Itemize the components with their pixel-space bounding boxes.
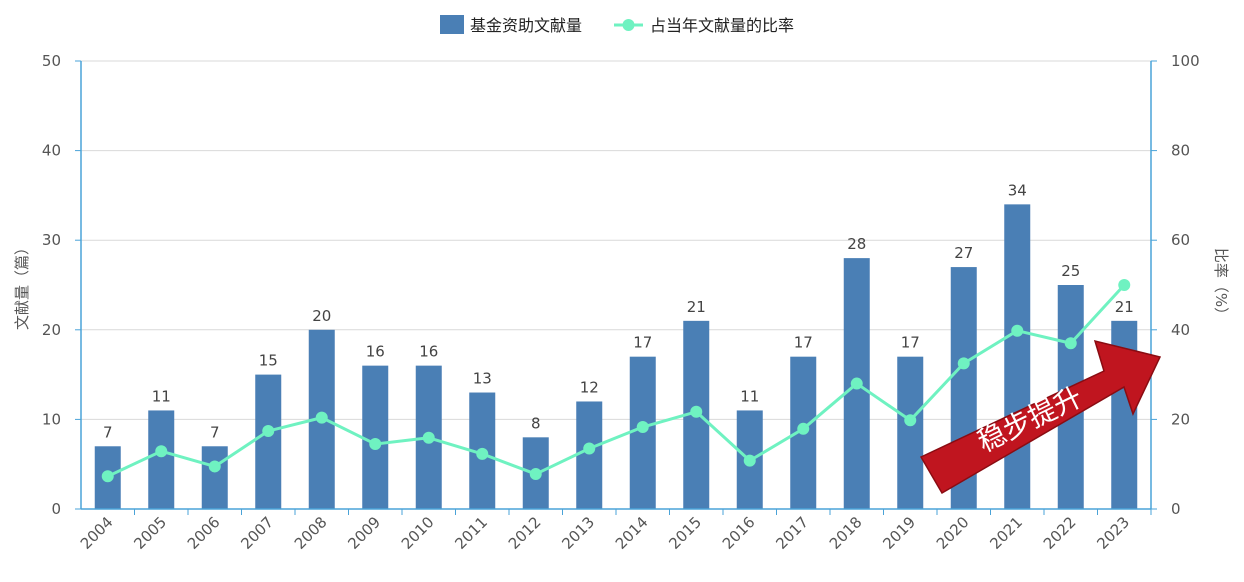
bar [255, 374, 282, 509]
bar [362, 365, 389, 509]
bar [148, 410, 175, 509]
x-tick-label: 2021 [986, 513, 1026, 553]
ratio-point [208, 460, 221, 473]
trend-arrow-shape [919, 339, 1162, 495]
x-tick-label: 2022 [1040, 513, 1080, 553]
bar-value-label: 17 [794, 334, 813, 352]
y2-tick-label: 40 [1171, 321, 1190, 339]
y2-axis-title: 比率（%） [1212, 248, 1230, 322]
x-tick-label: 2019 [879, 513, 919, 553]
x-tick-label: 2009 [344, 513, 384, 553]
bar [576, 401, 603, 509]
x-tick-label: 2011 [451, 513, 491, 553]
legend: 基金资助文献量 占当年文献量的比率 [440, 15, 794, 35]
bar-value-label: 34 [1008, 181, 1027, 199]
ratio-point [583, 442, 596, 455]
bar-value-label: 25 [1061, 262, 1080, 280]
legend-line-label: 占当年文献量的比率 [650, 16, 794, 35]
y-tick-label: 0 [51, 500, 61, 518]
data-labels: 7 11 7 15 20 16 16 13 8 12 17 21 11 17 28 17 27 34 25 21 [103, 181, 1134, 441]
bar-value-label: 27 [954, 244, 973, 262]
bar-value-label: 17 [633, 334, 652, 352]
y-tick-label: 50 [42, 52, 61, 70]
bar-value-label: 7 [103, 423, 113, 441]
ratio-point [636, 421, 649, 434]
x-tick-label: 2004 [77, 513, 117, 553]
x-tick-label: 2023 [1093, 513, 1133, 553]
y2-tick-label: 0 [1171, 500, 1181, 518]
x-tick-label: 2020 [933, 513, 973, 553]
bar-value-label: 15 [259, 352, 278, 370]
ratio-point [1011, 324, 1024, 337]
bar [1004, 204, 1031, 510]
ratio-point [957, 357, 970, 370]
x-tick-label: 2012 [505, 513, 545, 553]
bar-value-label: 16 [419, 343, 438, 361]
bar-value-label: 12 [580, 378, 599, 396]
line-series [101, 279, 1131, 483]
y-axis-title: 文献量（篇） [13, 240, 31, 330]
ratio-point [1118, 279, 1131, 291]
ratio-point [315, 411, 328, 424]
bar-value-label: 11 [152, 387, 171, 405]
bar-value-label: 28 [847, 235, 866, 253]
y2-tick-label: 80 [1171, 142, 1190, 160]
legend-bar-label: 基金资助文献量 [470, 16, 582, 35]
bar-value-label: 7 [210, 423, 220, 441]
y2-tick-label: 20 [1171, 410, 1190, 428]
ratio-line [107, 283, 1126, 478]
ratio-point [690, 405, 703, 418]
bar-value-label: 20 [312, 307, 331, 325]
x-tick-label: 2013 [558, 513, 598, 553]
y-tick-label: 40 [42, 142, 61, 160]
x-tick-label: 2014 [612, 513, 652, 553]
axes [75, 60, 1157, 515]
legend-bar-swatch [440, 15, 464, 34]
ratio-point [797, 422, 810, 435]
bar-value-label: 21 [687, 298, 706, 316]
x-tick-label: 2006 [184, 513, 224, 553]
bar-value-label: 16 [366, 343, 385, 361]
y2-tick-label: 100 [1171, 52, 1200, 70]
y-tick-label: 10 [42, 410, 61, 428]
bar [897, 356, 924, 509]
x-tick-label: 2018 [826, 513, 866, 553]
x-tick-label: 2008 [291, 513, 331, 553]
ratio-point [476, 447, 489, 460]
legend-line-marker [622, 19, 635, 31]
x-tick-label: 2007 [237, 513, 277, 553]
ratio-point [155, 445, 168, 458]
ratio-point [262, 425, 275, 438]
ratio-point [422, 431, 435, 444]
x-tick-label: 2010 [398, 513, 438, 553]
ratio-point [101, 470, 114, 483]
bar-value-label: 8 [531, 414, 541, 432]
ratio-point [1064, 337, 1077, 350]
ratio-point [850, 377, 863, 390]
y-tick-label: 30 [42, 231, 61, 249]
x-tick-label: 2015 [665, 513, 705, 553]
y-tick-label: 20 [42, 321, 61, 339]
ratio-point [369, 438, 382, 451]
bar-value-label: 17 [901, 334, 920, 352]
bar-value-label: 13 [473, 370, 492, 388]
x-tick-label: 2017 [772, 513, 812, 553]
x-tick-label: 2016 [719, 513, 759, 553]
ratio-point [904, 414, 917, 427]
y2-tick-label: 60 [1171, 231, 1190, 249]
x-tick-label: 2005 [130, 513, 170, 553]
ratio-point [743, 454, 756, 467]
ratio-point [529, 468, 542, 481]
bar-value-label: 21 [1115, 298, 1134, 316]
bar [201, 446, 228, 509]
bar-value-label: 11 [740, 387, 759, 405]
